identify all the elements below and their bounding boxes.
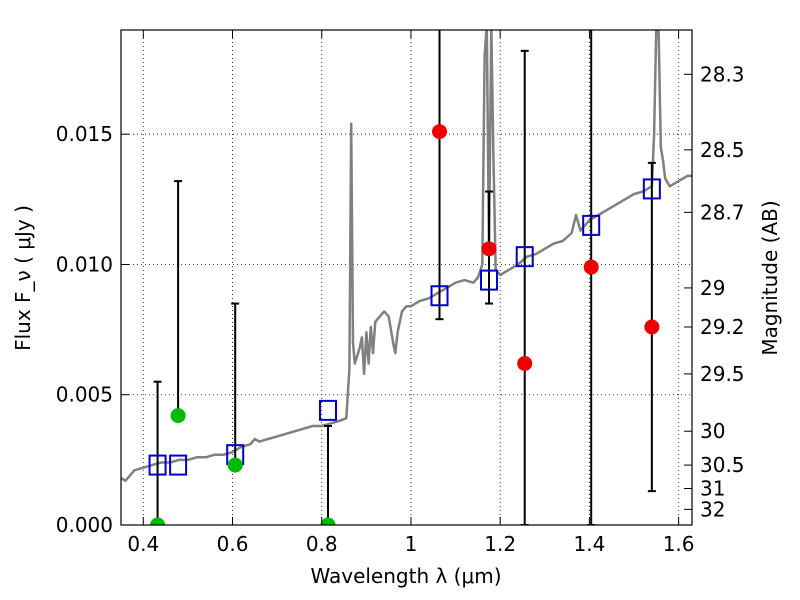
y-tick-label: 0.000: [56, 513, 113, 537]
upper-limit-point: [150, 517, 166, 525]
detection-point: [432, 124, 448, 140]
x-tick-label: 1: [405, 532, 418, 556]
spectrum-line: [121, 30, 692, 482]
upper-limit-point: [227, 457, 243, 473]
model-square: [515, 246, 534, 268]
y-tick-label: 0.010: [56, 252, 113, 276]
axes: 0.4 0.6 0.8 1 1.2 1.4 1.6 0.000 0.005 0.010 0.015 2…: [56, 30, 745, 556]
y-tick-label: 0.015: [56, 122, 113, 146]
x-tick-label: 0.4: [127, 532, 159, 556]
grid: [121, 30, 692, 526]
model-square: [430, 285, 449, 307]
detection-point: [481, 241, 497, 257]
x-tick-label: 0.8: [306, 532, 338, 556]
magnitude-tick-label: 29: [700, 276, 725, 300]
upper-limit-point: [170, 408, 186, 424]
x-axis-label: Wavelength λ (μm): [310, 564, 501, 588]
model-square: [480, 269, 499, 291]
magnitude-tick-label: 30.5: [700, 453, 745, 477]
y-tick-label: 0.005: [56, 383, 113, 407]
y-axis-label: Flux F_ν ( μJy ): [11, 205, 35, 351]
model-square: [318, 399, 337, 421]
magnitude-tick-label: 28.3: [700, 62, 745, 86]
model-square: [642, 178, 661, 200]
x-tick-label: 1.6: [663, 532, 695, 556]
x-tick-label: 1.2: [484, 532, 516, 556]
plot-area: [121, 30, 692, 525]
upper-limit-point: [320, 517, 336, 525]
model-square: [148, 454, 167, 476]
model-square: [169, 454, 188, 476]
x-tick-label: 1.4: [573, 532, 605, 556]
magnitude-tick-label: 28.5: [700, 138, 745, 162]
plot-frame: [120, 29, 693, 526]
y-axis-label-right: Magnitude (AB): [758, 200, 782, 355]
magnitude-tick-label: 28.7: [700, 200, 745, 224]
magnitude-tick-label: 29.5: [700, 362, 745, 386]
model-square: [582, 214, 601, 236]
detection-point: [517, 355, 533, 371]
magnitude-tick-label: 32: [700, 497, 725, 521]
magnitude-tick-label: 30: [700, 419, 725, 443]
x-tick-label: 0.6: [217, 532, 249, 556]
magnitude-tick-label: 31: [700, 477, 725, 501]
detection-point: [583, 259, 599, 275]
detection-point: [644, 319, 660, 335]
magnitude-tick-label: 29.2: [700, 315, 745, 339]
